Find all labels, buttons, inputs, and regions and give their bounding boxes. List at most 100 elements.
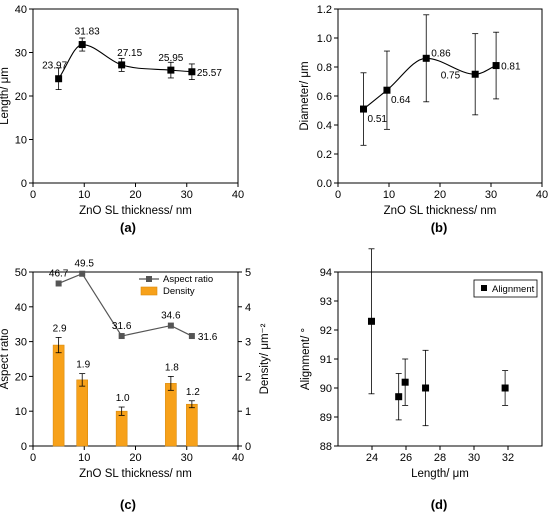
y-axis-label: Aspect ratio <box>0 329 11 390</box>
density-label: 2.9 <box>53 323 67 334</box>
aspect-ratio-point <box>188 333 195 340</box>
x-axis-label: ZnO SL thickness/ nm <box>384 205 497 217</box>
panel-d-alignment-chart: 24 26 28 30 32 88 89 90 91 92 93 94 Length/ μm Alignm… <box>300 248 543 512</box>
data-label: 23.97 <box>42 61 67 72</box>
y2-tick-label: 2 <box>245 371 251 383</box>
y-tick-label: 40 <box>15 302 27 314</box>
aspect-ratio-point <box>118 333 125 340</box>
data-point <box>367 317 375 325</box>
aspect-ratio-label: 34.6 <box>161 311 181 322</box>
data-point <box>383 86 391 94</box>
x-tick-label: 10 <box>78 189 90 201</box>
data-label: 0.86 <box>431 48 451 59</box>
data-point <box>167 66 175 74</box>
data-point <box>422 384 430 392</box>
data-point <box>471 70 479 78</box>
x-tick-label: 0 <box>335 189 341 201</box>
data-label: 27.15 <box>117 48 142 59</box>
plot-frame <box>337 271 543 447</box>
x-axis-label: ZnO SL thickness/ nm <box>79 205 192 217</box>
series-line <box>363 57 497 110</box>
x-tick-label: 10 <box>78 452 90 464</box>
y-axis-label: Alignment/ ° <box>300 328 312 390</box>
data-point <box>360 105 367 113</box>
y-tick-label: 0.8 <box>317 62 332 74</box>
data-point <box>78 41 86 49</box>
y-tick-label: 0.0 <box>317 178 332 190</box>
y-tick-label: 88 <box>320 441 332 453</box>
data-point <box>492 62 500 70</box>
y-axis-label: Length/ μm <box>0 67 11 125</box>
panel-label: (c) <box>120 497 136 512</box>
aspect-ratio-point <box>55 280 62 287</box>
x-tick-label: 30 <box>485 189 497 201</box>
y-tick-label: 0.4 <box>317 120 332 132</box>
y-tick-label: 20 <box>15 91 27 103</box>
data-label: 0.64 <box>391 95 411 106</box>
plot-frame <box>337 8 543 184</box>
y-tick-label: 0.2 <box>317 149 332 161</box>
y-tick-label: 0 <box>21 178 27 190</box>
y-tick-label: 20 <box>15 371 27 383</box>
legend-label: Density <box>163 286 195 297</box>
panel-label: (d) <box>431 497 448 512</box>
density-bar <box>76 379 88 447</box>
x-tick-label: 20 <box>129 452 141 464</box>
y-tick-label: 50 <box>15 267 27 279</box>
y2-tick-label: 3 <box>245 337 251 349</box>
aspect-ratio-label: 31.6 <box>112 321 132 332</box>
panel-a-length-chart: 0 10 20 30 40 0 10 20 30 40 ZnO SL thickness/ nm Le… <box>0 4 244 235</box>
data-label: 0.75 <box>441 70 461 81</box>
density-bar <box>186 403 198 447</box>
x-tick-label: 20 <box>129 189 141 201</box>
x-tick-label: 30 <box>181 189 193 201</box>
density-bar <box>165 383 177 447</box>
aspect-ratio-point <box>167 322 174 329</box>
density-label: 1.8 <box>165 362 179 373</box>
data-label: 25.57 <box>197 68 222 79</box>
y-tick-label: 1.0 <box>317 33 332 45</box>
data-point <box>55 75 63 83</box>
x-tick-label: 30 <box>468 452 480 464</box>
x-tick-label: 0 <box>30 452 36 464</box>
y-tick-label: 40 <box>15 4 27 16</box>
data-point <box>401 378 409 386</box>
density-label: 1.9 <box>76 360 90 371</box>
aspect-ratio-label: 31.6 <box>198 332 218 343</box>
data-label: 0.51 <box>368 114 388 125</box>
x-tick-label: 28 <box>434 452 446 464</box>
data-point <box>118 61 126 69</box>
x-tick-label: 40 <box>232 452 244 464</box>
panel-b-diameter-chart: 0 10 20 30 40 0.0 0.2 0.4 0.6 0.8 1.0 1.2 ZnO SL thi… <box>299 4 548 235</box>
x-tick-label: 0 <box>30 189 36 201</box>
data-label: 25.95 <box>158 53 183 64</box>
legend-box <box>473 279 538 298</box>
panel-label: (a) <box>120 220 136 235</box>
y-tick-label: 10 <box>15 135 27 147</box>
x-tick-label: 26 <box>400 452 412 464</box>
aspect-ratio-label: 49.5 <box>74 259 94 270</box>
y-tick-label: 1.2 <box>317 4 332 16</box>
x-tick-label: 24 <box>366 452 378 464</box>
y-tick-label: 0.6 <box>317 91 332 103</box>
x-tick-label: 10 <box>383 189 395 201</box>
x-tick-label: 40 <box>536 189 548 201</box>
y-tick-label: 0 <box>21 441 27 453</box>
y-tick-label: 30 <box>15 48 27 60</box>
x-tick-label: 32 <box>502 452 514 464</box>
y2-axis-label: Density/ μm⁻² <box>259 323 271 394</box>
data-point <box>422 54 430 62</box>
y2-tick-label: 5 <box>245 267 251 279</box>
y-tick-label: 30 <box>15 337 27 349</box>
y-tick-label: 94 <box>320 267 332 279</box>
y-tick-label: 93 <box>320 296 332 308</box>
legend-marker-swatch <box>481 285 487 291</box>
aspect-ratio-point <box>79 270 86 277</box>
y2-tick-label: 4 <box>245 302 251 314</box>
y-tick-label: 89 <box>320 412 332 424</box>
legend-bar-swatch <box>140 286 158 296</box>
y-axis-label: Diameter/ μm <box>299 61 311 130</box>
